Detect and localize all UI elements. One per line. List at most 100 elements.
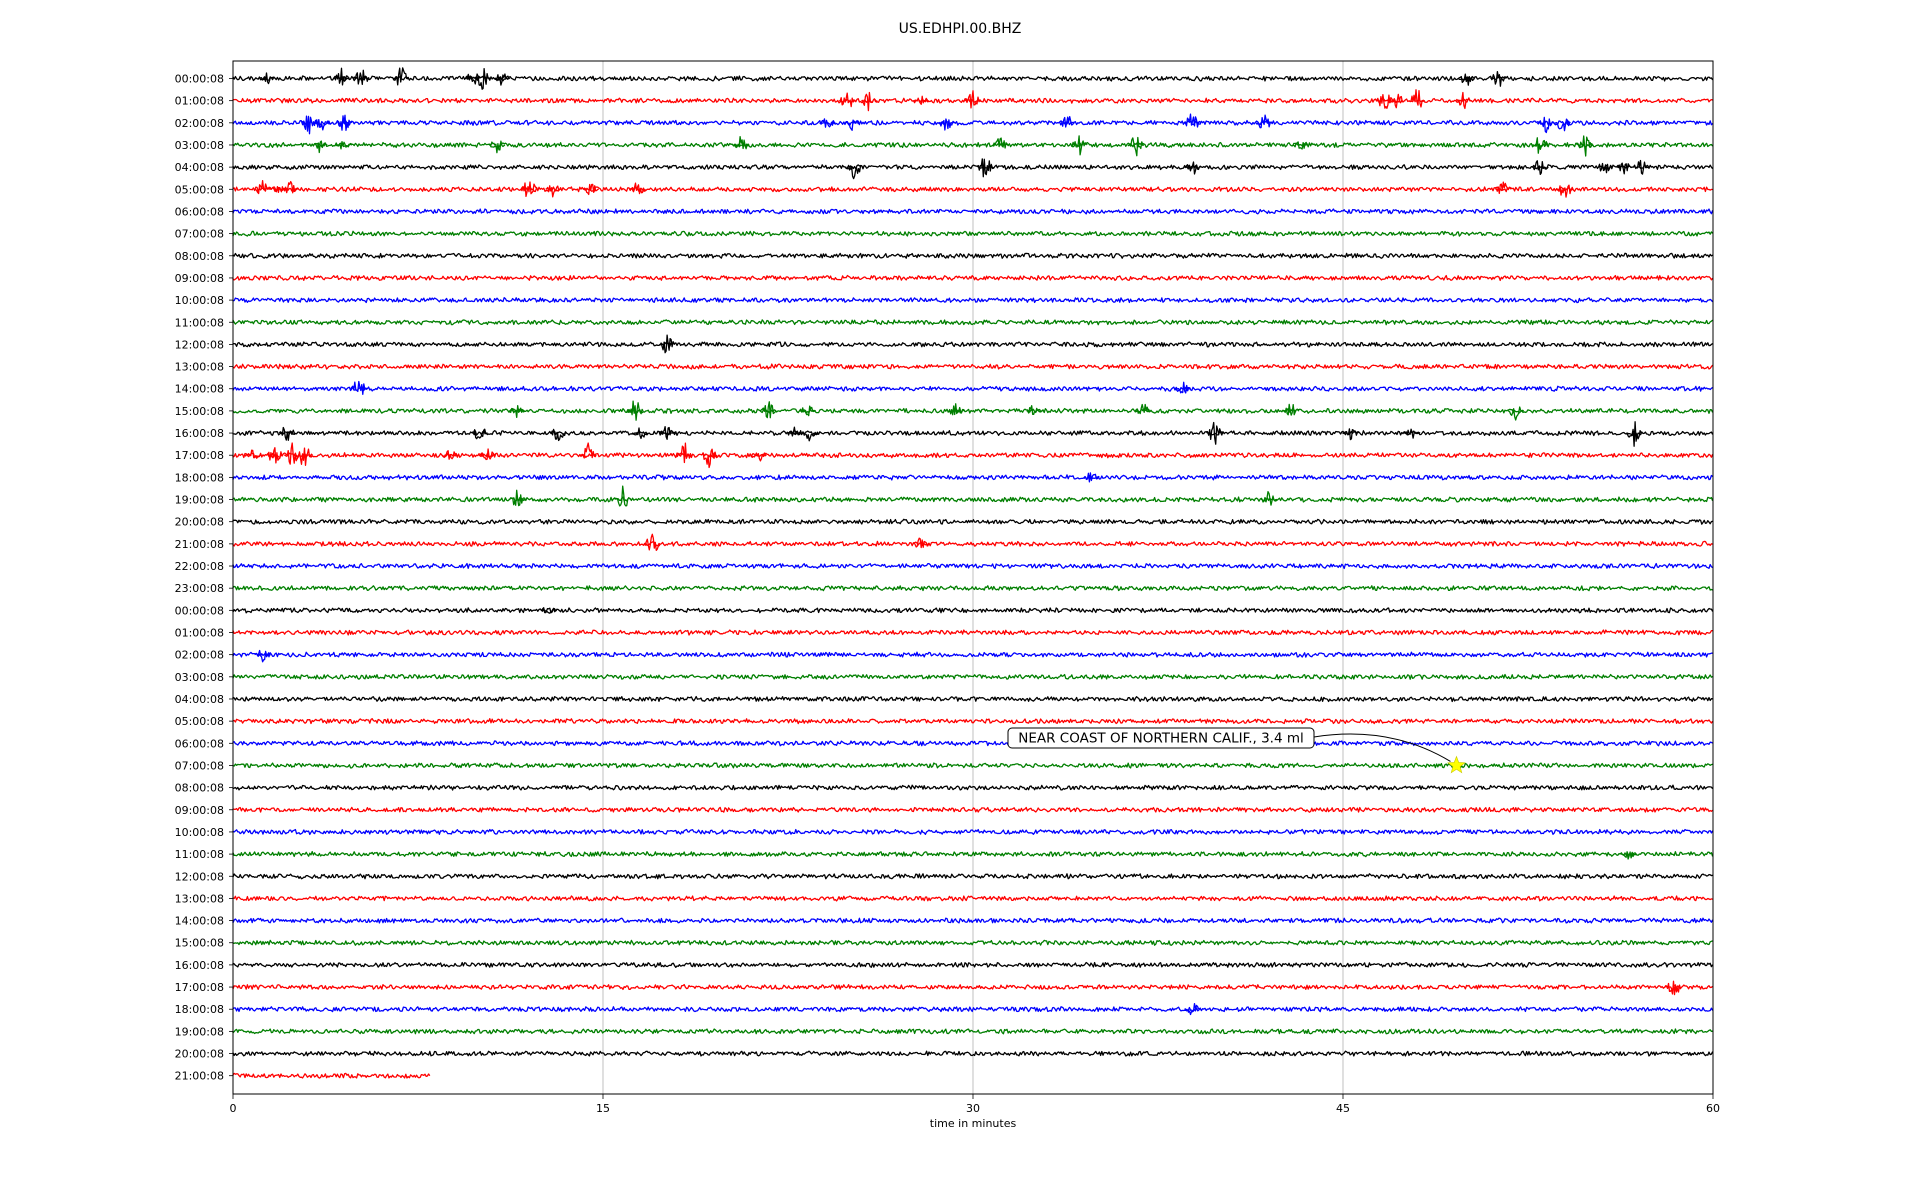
trace-row — [232, 873, 1713, 880]
trace-row — [232, 980, 1713, 996]
y-tick-label: 09:00:08 — [175, 272, 224, 285]
y-tick-label: 19:00:08 — [175, 1025, 224, 1038]
y-tick-label: 17:00:08 — [175, 981, 224, 994]
y-tick-label: 17:00:08 — [175, 449, 224, 462]
y-tick-label: 20:00:08 — [175, 1048, 224, 1061]
chart-title: US.EDHPI.00.BHZ — [898, 21, 1022, 37]
y-tick-label: 16:00:08 — [175, 959, 224, 972]
trace-row — [232, 518, 1713, 525]
y-tick-label: 14:00:08 — [175, 915, 224, 928]
x-tick-label: 30 — [966, 1102, 980, 1115]
annotation-label: NEAR COAST OF NORTHERN CALIF., 3.4 ml — [1018, 731, 1304, 747]
y-tick-label: 06:00:08 — [175, 737, 224, 750]
y-tick-label: 12:00:08 — [175, 338, 224, 351]
y-tick-label: 04:00:08 — [175, 161, 224, 174]
x-tick-label: 45 — [1336, 1102, 1350, 1115]
y-tick-label: 21:00:08 — [175, 1070, 224, 1083]
y-tick-label: 03:00:08 — [175, 139, 224, 152]
event-star-marker — [1447, 755, 1466, 774]
trace-row — [232, 334, 1713, 354]
y-tick-label: 11:00:08 — [175, 316, 224, 329]
y-tick-label: 16:00:08 — [175, 427, 224, 440]
trace-row — [232, 917, 1714, 924]
trace-row — [232, 442, 1714, 469]
y-tick-label: 21:00:08 — [175, 538, 224, 551]
y-tick-label: 01:00:08 — [175, 627, 224, 640]
trace-row — [232, 1028, 1713, 1035]
y-tick-label: 00:00:08 — [175, 604, 224, 617]
y-tick-label: 02:00:08 — [175, 649, 224, 662]
trace-row — [232, 961, 1714, 968]
trace-row — [232, 562, 1713, 570]
trace-row — [232, 274, 1714, 282]
y-tick-label: 07:00:08 — [175, 228, 224, 241]
y-tick-label: 05:00:08 — [175, 183, 224, 196]
trace-row — [232, 67, 1714, 90]
trace-row — [232, 113, 1714, 135]
x-tick-label: 0 — [230, 1102, 237, 1115]
y-tick-label: 23:00:08 — [175, 582, 224, 595]
annotation-connector — [1313, 733, 1451, 762]
y-tick-label: 05:00:08 — [175, 715, 224, 728]
trace-row — [232, 135, 1714, 157]
y-tick-label: 02:00:08 — [175, 117, 224, 130]
trace-row — [232, 252, 1713, 259]
y-tick-label: 20:00:08 — [175, 516, 224, 529]
trace-row — [232, 718, 1714, 725]
y-tick-label: 14:00:08 — [175, 383, 224, 396]
trace-row — [232, 319, 1714, 326]
trace-row — [232, 421, 1714, 447]
trace-row — [232, 89, 1713, 112]
trace-row — [232, 1072, 431, 1079]
y-tick-label: 22:00:08 — [175, 560, 224, 573]
trace-row — [232, 1002, 1714, 1016]
trace-row — [232, 533, 1713, 552]
y-tick-label: 04:00:08 — [175, 693, 224, 706]
trace-row — [232, 740, 1713, 747]
y-tick-label: 03:00:08 — [175, 671, 224, 684]
trace-row — [232, 380, 1713, 395]
y-tick-label: 15:00:08 — [175, 937, 224, 950]
trace-row — [232, 762, 1713, 769]
y-tick-label: 10:00:08 — [175, 826, 224, 839]
trace-row — [232, 607, 1714, 614]
y-tick-label: 13:00:08 — [175, 361, 224, 374]
trace-row — [232, 180, 1713, 198]
trace-row — [232, 297, 1714, 304]
trace-row — [232, 629, 1713, 636]
y-tick-label: 01:00:08 — [175, 95, 224, 108]
trace-row — [232, 895, 1713, 902]
trace-row — [232, 649, 1713, 663]
y-tick-label: 10:00:08 — [175, 294, 224, 307]
y-tick-label: 06:00:08 — [175, 205, 224, 218]
x-axis-label: time in minutes — [929, 1117, 1017, 1130]
x-tick-label: 60 — [1706, 1102, 1720, 1115]
x-tick-label: 15 — [596, 1102, 610, 1115]
y-tick-label: 15:00:08 — [175, 405, 224, 418]
y-tick-label: 09:00:08 — [175, 804, 224, 817]
trace-row — [232, 806, 1714, 813]
trace-row — [232, 585, 1713, 592]
trace-row — [232, 400, 1714, 421]
y-tick-label: 19:00:08 — [175, 494, 224, 507]
y-tick-label: 18:00:08 — [175, 471, 224, 484]
trace-row — [232, 939, 1713, 946]
y-tick-label: 12:00:08 — [175, 870, 224, 883]
y-tick-label: 13:00:08 — [175, 892, 224, 905]
trace-row — [232, 1050, 1714, 1057]
trace-row — [232, 472, 1714, 483]
trace-row — [232, 230, 1714, 237]
trace-row — [232, 485, 1714, 507]
trace-row — [232, 673, 1713, 680]
trace-row — [232, 158, 1714, 180]
y-tick-label: 07:00:08 — [175, 759, 224, 772]
y-tick-label: 08:00:08 — [175, 782, 224, 795]
y-tick-label: 08:00:08 — [175, 250, 224, 263]
y-tick-label: 18:00:08 — [175, 1003, 224, 1016]
trace-row — [232, 208, 1714, 215]
annotation-box — [1007, 727, 1315, 749]
trace-row — [232, 828, 1714, 836]
trace-row — [232, 784, 1714, 791]
trace-row — [232, 850, 1714, 860]
